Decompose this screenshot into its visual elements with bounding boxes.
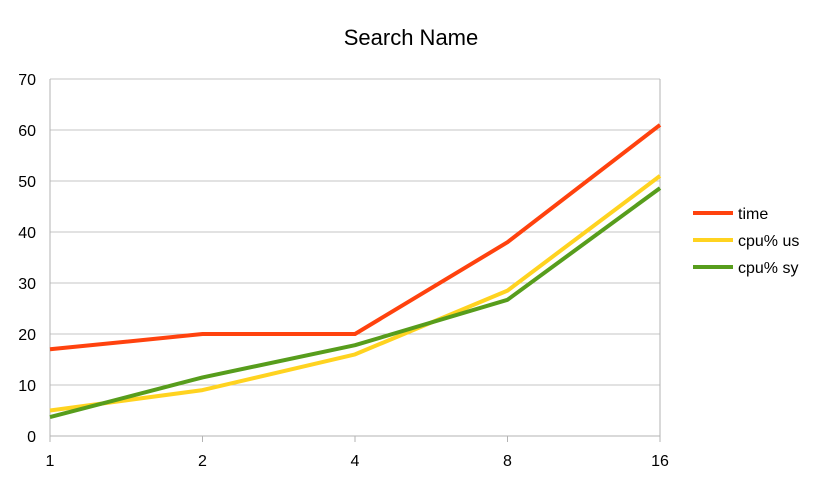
x-tick-label: 4	[351, 453, 360, 470]
legend-label: time	[738, 206, 768, 223]
y-tick-label: 40	[18, 225, 36, 242]
y-tick-label: 60	[18, 123, 36, 140]
y-tick-label: 20	[18, 327, 36, 344]
chart-title: Search Name	[344, 25, 479, 50]
series-line-cpu-sy	[49, 186, 662, 420]
legend-label: cpu% us	[738, 233, 799, 250]
series-line-cpu-us	[49, 174, 662, 413]
y-tick-label: 0	[27, 429, 36, 446]
series-lines	[49, 123, 662, 420]
x-tick-label: 1	[46, 453, 55, 470]
y-tick-label: 50	[18, 174, 36, 191]
y-tick-label: 30	[18, 276, 36, 293]
y-tick-label: 10	[18, 378, 36, 395]
y-tick-label: 70	[18, 72, 36, 89]
legend: time cpu% us cpu% sy	[693, 206, 799, 277]
legend-label: cpu% sy	[738, 260, 798, 277]
x-axis-tick-labels: 1 2 4 8 16	[46, 453, 669, 470]
x-tick-label: 8	[503, 453, 512, 470]
gridlines	[50, 78, 660, 386]
x-tick-label: 16	[651, 453, 669, 470]
series-line-time	[49, 123, 662, 352]
y-axis-tick-labels: 0 10 20 30 40 50 60 70	[18, 72, 36, 446]
axes	[49, 79, 661, 442]
x-tick-label: 2	[198, 453, 207, 470]
